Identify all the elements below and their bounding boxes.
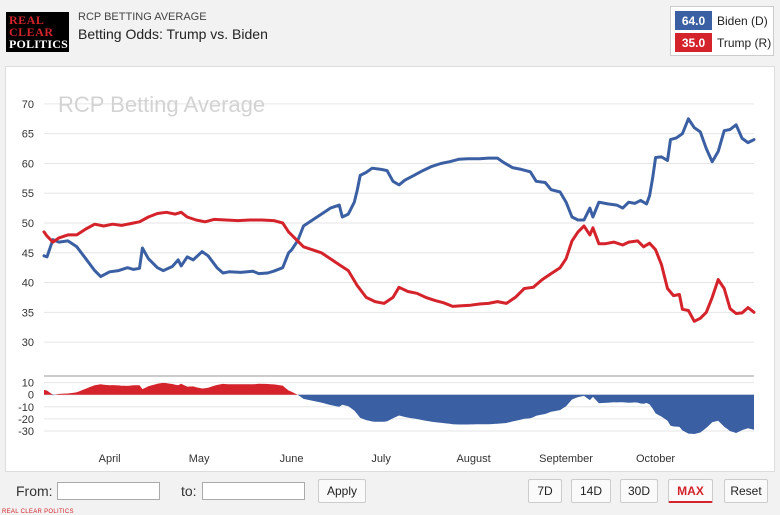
logo-line-1: REAL (9, 13, 45, 27)
series-line-biden[interactable] (42, 117, 756, 279)
betting-chart[interactable]: 30 35 40 45 50 55 60 65 70 100-10-20-30 April May J… (6, 67, 774, 471)
x-tick-labels: April May June July August September October (99, 453, 676, 465)
range-30d-button[interactable]: 30D (620, 479, 658, 503)
spread-area (44, 382, 754, 434)
x-tick-label: June (280, 453, 304, 465)
range-max-button[interactable]: MAX (668, 479, 713, 503)
legend-entry-trump[interactable]: 35.0 Trump (R) (675, 33, 771, 52)
legend-entry-biden[interactable]: 64.0 Biden (D) (675, 11, 768, 30)
to-label: to: (181, 483, 197, 499)
x-tick-label: September (539, 453, 593, 465)
series-lines (42, 117, 756, 323)
logo-line-2: CLEAR (9, 25, 54, 39)
spread-area-trump (44, 382, 754, 395)
logo-line-3: POLITICS (9, 37, 68, 51)
x-tick-label: August (456, 453, 490, 465)
x-tick-label: October (636, 453, 675, 465)
range-14d-button[interactable]: 14D (571, 479, 611, 503)
x-tick-label: May (189, 453, 210, 465)
chart-title: Betting Odds: Trump vs. Biden (78, 26, 268, 42)
legend-name-biden: Biden (D) (717, 13, 768, 28)
y-tick-label: 55 (22, 188, 34, 200)
chart-kicker: RCP BETTING AVERAGE (78, 11, 207, 23)
y-tick-label: 50 (22, 218, 34, 230)
spread-tick-label: 0 (28, 390, 34, 402)
y-tick-label: 30 (22, 337, 34, 349)
legend-name-trump: Trump (R) (717, 35, 772, 50)
spread-tick-label: -10 (18, 402, 34, 414)
y-tick-label: 45 (22, 248, 34, 260)
y-tick-labels: 30 35 40 45 50 55 60 65 70 100-10-20-30 (18, 99, 34, 438)
apply-button[interactable]: Apply (318, 479, 366, 503)
y-tick-label: 65 (22, 129, 34, 141)
range-controls: From: to: Apply 7D 14D 30D MAX Reset (5, 474, 775, 508)
y-tick-label: 70 (22, 99, 34, 111)
spread-tick-label: -20 (18, 414, 34, 426)
chart-panel: 30 35 40 45 50 55 60 65 70 10 0 -10 -20 -30 April May J… (5, 66, 775, 472)
grid (44, 103, 754, 432)
x-tick-label: April (99, 453, 121, 465)
series-line-trump[interactable] (42, 210, 756, 323)
legend-value-trump: 35.0 (675, 33, 712, 52)
from-date-input[interactable] (57, 482, 160, 500)
spread-area-biden (44, 394, 754, 434)
legend-value-biden: 64.0 (675, 11, 712, 30)
from-label: From: (16, 483, 53, 499)
range-7d-button[interactable]: 7D (528, 479, 562, 503)
legend: 64.0 Biden (D) 35.0 Trump (R) (670, 6, 774, 56)
footer-credit: REAL CLEAR POLITICS (2, 509, 74, 515)
y-tick-label: 60 (22, 158, 34, 170)
reset-button[interactable]: Reset (724, 479, 768, 503)
rcp-logo: REAL CLEAR POLITICS (6, 12, 69, 52)
y-tick-label: 40 (22, 278, 34, 290)
spread-tick-label: 10 (22, 378, 34, 390)
to-date-input[interactable] (202, 482, 305, 500)
chart-watermark: RCP Betting Average (58, 92, 265, 117)
x-tick-label: July (371, 453, 391, 465)
y-tick-label: 35 (22, 307, 34, 319)
spread-tick-label: -30 (18, 426, 34, 438)
